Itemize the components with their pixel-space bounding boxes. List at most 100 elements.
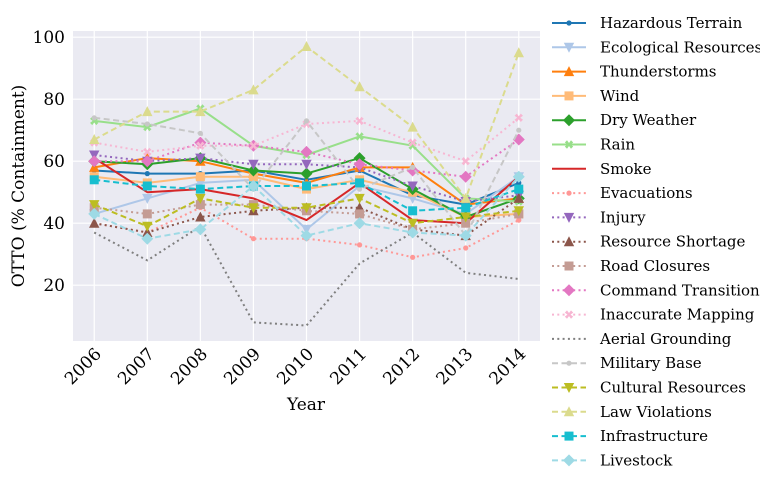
x-tick-label: 2007 (114, 344, 159, 389)
data-point (247, 180, 260, 192)
legend-label: Injury (600, 208, 646, 226)
y-tick-label: 40 (43, 214, 65, 234)
data-point (407, 181, 418, 192)
data-point (144, 171, 150, 177)
legend-swatch-marker (563, 114, 575, 127)
legend-swatch-marker (563, 236, 575, 247)
legend-item-injury: Injury (552, 208, 646, 226)
data-point (408, 206, 418, 216)
data-point (460, 192, 471, 203)
legend-label: Dry Weather (600, 111, 697, 129)
data-point (89, 175, 99, 185)
series-line-resource-shortage (94, 197, 520, 237)
series-line-smoke (93, 157, 520, 225)
y-axis-title: OTTO (% Containment) (9, 85, 29, 288)
legend-label: Livestock (600, 451, 673, 469)
legend-swatch-marker (563, 454, 575, 467)
data-point (248, 203, 259, 214)
legend-item-smoke: Smoke (552, 160, 652, 178)
legend-swatch-marker (566, 360, 572, 366)
data-point (513, 206, 524, 217)
legend-item-resource-shortage: Resource Shortage (552, 233, 745, 251)
legend-item-hazardous-terrain: Hazardous Terrain (552, 14, 743, 32)
legend-swatch-marker (563, 42, 575, 53)
legend-item-law-violations: Law Violations (552, 403, 712, 421)
data-point (303, 118, 310, 124)
legend-label: Infrastructure (600, 427, 708, 445)
legend-item-livestock: Livestock (552, 451, 673, 469)
data-point (142, 181, 152, 191)
y-tick-label: 20 (43, 276, 65, 296)
data-point (89, 200, 100, 211)
data-point (195, 193, 206, 204)
x-tick-label: 2006 (61, 344, 106, 389)
legend-label: Smoke (600, 160, 652, 178)
legend-label: Resource Shortage (600, 233, 745, 251)
data-point (143, 147, 152, 157)
data-point (142, 106, 153, 117)
data-point (461, 203, 471, 213)
data-point (247, 164, 260, 177)
legend-item-evacuations: Evacuations (552, 184, 693, 202)
data-point (516, 180, 522, 186)
data-point (195, 172, 205, 182)
data-point (356, 186, 363, 192)
data-point (248, 84, 259, 95)
series-smoke (93, 157, 520, 225)
legend-label: Ecological Resources (600, 38, 760, 56)
data-point (194, 136, 207, 149)
x-tick-label: 2010 (273, 344, 318, 389)
data-point (195, 211, 206, 222)
legend-label: Inaccurate Mapping (600, 306, 755, 324)
data-point (514, 184, 524, 194)
data-point (88, 207, 101, 220)
data-point (195, 153, 206, 164)
series-lines (88, 41, 525, 327)
data-point (356, 242, 363, 248)
legend-item-ecological-resources: Ecological Resources (552, 38, 760, 56)
data-point (195, 106, 206, 117)
data-point (300, 229, 313, 242)
data-point (88, 155, 101, 168)
data-point (459, 170, 472, 183)
data-point (302, 181, 311, 191)
legend-swatch-marker (564, 431, 574, 441)
y-tick-label: 60 (43, 152, 65, 172)
data-point (141, 155, 154, 168)
data-point (408, 138, 417, 147)
data-point (142, 227, 153, 237)
data-point (516, 127, 522, 133)
legend-swatch-marker (563, 212, 575, 223)
legend-swatch-marker (566, 20, 572, 26)
series-aerial-grounding (93, 225, 519, 327)
legend-label: Command Transition (600, 281, 760, 299)
data-point (514, 113, 523, 122)
data-point (195, 184, 205, 194)
data-point (142, 209, 152, 219)
data-point (249, 141, 258, 150)
legend-swatch-marker (563, 284, 575, 297)
legend-item-rain: Rain (552, 136, 635, 154)
data-point (461, 157, 470, 166)
data-point (463, 245, 469, 251)
data-point (89, 217, 100, 228)
legend-swatch-marker (563, 383, 575, 393)
legend-swatch-marker (564, 310, 574, 319)
data-point (142, 193, 153, 204)
data-point (196, 141, 205, 150)
legend-label: Evacuations (600, 184, 693, 202)
data-point (141, 232, 154, 245)
data-point (248, 159, 259, 170)
series-law-violations (89, 41, 524, 203)
legend-swatch-marker (566, 190, 572, 196)
series-cultural-resources (89, 193, 524, 232)
data-point (406, 226, 419, 239)
data-point (406, 164, 419, 177)
series-livestock (88, 170, 525, 245)
legend-swatch-marker (563, 66, 575, 77)
data-point (410, 164, 416, 170)
legend-item-command-transition: Command Transition (552, 281, 760, 299)
legend-swatch-marker (564, 91, 574, 101)
data-point (248, 172, 258, 182)
